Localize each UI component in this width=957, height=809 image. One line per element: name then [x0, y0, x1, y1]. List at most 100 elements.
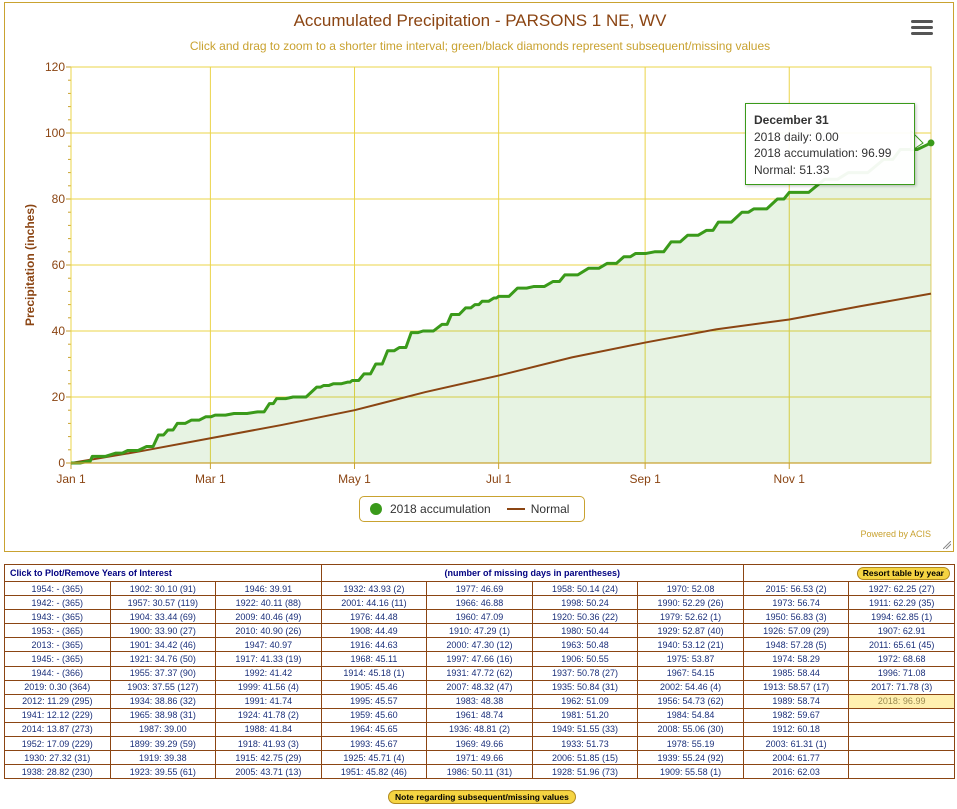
year-cell[interactable]: 1965: 38.98 (31)	[109, 707, 217, 723]
year-cell[interactable]: 2000: 47.30 (12)	[426, 637, 533, 653]
year-cell[interactable]: 1998: 50.24	[531, 595, 639, 611]
year-cell[interactable]: 1924: 41.78 (2)	[215, 707, 322, 723]
year-cell[interactable]: 1983: 48.38	[426, 693, 533, 709]
year-cell[interactable]: 1904: 33.44 (69)	[109, 609, 217, 625]
year-cell[interactable]: 2009: 40.46 (49)	[215, 609, 322, 625]
year-cell[interactable]: 1997: 47.66 (16)	[426, 651, 533, 667]
year-cell[interactable]: 2011: 65.61 (45)	[848, 637, 955, 653]
year-cell[interactable]: 1963: 50.48	[531, 637, 639, 653]
year-cell[interactable]: 1986: 50.11 (31)	[426, 764, 533, 780]
year-cell[interactable]: 2007: 48.32 (47)	[426, 679, 533, 695]
year-cell[interactable]: 1933: 51.73	[531, 736, 639, 752]
year-cell[interactable]: 1964: 45.65	[320, 721, 428, 738]
year-cell[interactable]: 2001: 44.16 (11)	[320, 595, 428, 611]
resize-grip-icon[interactable]	[943, 541, 951, 549]
year-cell[interactable]: 1975: 53.87	[637, 651, 744, 667]
year-cell[interactable]: 2016: 62.03	[742, 764, 850, 780]
year-cell[interactable]: 1988: 41.84	[215, 721, 322, 738]
year-cell[interactable]: 1899: 39.29 (59)	[109, 736, 217, 752]
year-cell[interactable]: 1911: 62.29 (35)	[848, 595, 955, 611]
year-cell[interactable]: 1907: 62.91	[848, 623, 955, 639]
year-cell[interactable]: 1930: 27.32 (31)	[4, 750, 111, 766]
year-cell[interactable]: 1905: 45.46	[320, 679, 428, 695]
year-cell[interactable]: 1967: 54.15	[637, 665, 744, 681]
year-cell[interactable]: 2019: 0.30 (364)	[4, 679, 111, 695]
year-cell[interactable]: 2013: - (365)	[4, 637, 111, 653]
year-cell[interactable]: 1916: 44.63	[320, 637, 428, 653]
year-cell[interactable]: 1914: 45.18 (1)	[320, 665, 428, 681]
year-cell[interactable]: 1921: 34.76 (50)	[109, 651, 217, 667]
year-cell[interactable]: 1960: 47.09	[426, 609, 533, 625]
year-cell[interactable]: 2014: 13.87 (273)	[4, 721, 111, 738]
year-cell[interactable]: 1953: - (365)	[4, 623, 111, 639]
year-cell[interactable]: 1959: 45.60	[320, 707, 428, 723]
legend-item-accumulation[interactable]: 2018 accumulation	[360, 502, 491, 516]
year-cell[interactable]: 1943: - (365)	[4, 609, 111, 625]
year-cell[interactable]: 1957: 30.57 (119)	[109, 595, 217, 611]
year-cell[interactable]: 1922: 40.11 (88)	[215, 595, 322, 611]
year-cell[interactable]: 1991: 41.74	[215, 693, 322, 709]
year-cell[interactable]: 2003: 61.31 (1)	[742, 736, 850, 752]
year-cell[interactable]: 1961: 48.74	[426, 707, 533, 723]
year-cell[interactable]: 1976: 44.48	[320, 609, 428, 625]
note-missing-values-button[interactable]: Note regarding subsequent/missing values	[388, 790, 576, 804]
year-cell[interactable]: 2005: 43.71 (13)	[215, 764, 322, 780]
chart-container[interactable]: Accumulated Precipitation - PARSONS 1 NE…	[4, 2, 954, 552]
year-cell[interactable]: 1936: 48.81 (2)	[426, 721, 533, 738]
year-cell[interactable]: 1935: 50.84 (31)	[531, 679, 639, 695]
year-cell[interactable]: 1954: - (365)	[4, 580, 111, 597]
year-cell[interactable]: 1952: 17.09 (229)	[4, 736, 111, 752]
year-cell[interactable]: 1958: 50.14 (24)	[531, 580, 639, 597]
year-cell[interactable]: 1926: 57.09 (29)	[742, 623, 850, 639]
year-cell[interactable]: 1925: 45.71 (4)	[320, 750, 428, 766]
year-cell[interactable]: 1985: 58.44	[742, 665, 850, 681]
year-cell[interactable]: 1940: 53.12 (21)	[637, 637, 744, 653]
year-cell[interactable]: 1928: 51.96 (73)	[531, 764, 639, 780]
year-cell[interactable]: 2002: 54.46 (4)	[637, 679, 744, 695]
year-cell[interactable]: 1982: 59.67	[742, 707, 850, 723]
year-cell[interactable]: 1990: 52.29 (26)	[637, 595, 744, 611]
year-cell[interactable]: 1968: 45.11	[320, 651, 428, 667]
year-cell[interactable]: 1903: 37.55 (127)	[109, 679, 217, 695]
year-cell[interactable]: 1920: 50.36 (22)	[531, 609, 639, 625]
year-cell[interactable]: 1923: 39.55 (61)	[109, 764, 217, 780]
year-cell[interactable]: 1995: 45.57	[320, 693, 428, 709]
year-cell[interactable]: 1970: 52.08	[637, 580, 744, 597]
year-cell[interactable]: 1948: 57.28 (5)	[742, 637, 850, 653]
year-cell[interactable]: 2018: 96.99	[848, 693, 955, 709]
year-cell[interactable]: 1949: 51.55 (33)	[531, 721, 639, 738]
precipitation-chart[interactable]: Accumulated Precipitation - PARSONS 1 NE…	[5, 3, 955, 553]
chart-menu-icon[interactable]	[909, 17, 935, 39]
year-cell[interactable]: 1900: 33.90 (27)	[109, 623, 217, 639]
year-cell[interactable]: 1927: 62.25 (27)	[848, 580, 955, 597]
year-cell[interactable]: 1945: - (365)	[4, 651, 111, 667]
normal-series-line[interactable]	[70, 292, 932, 464]
year-cell[interactable]: 1950: 56.83 (3)	[742, 609, 850, 625]
year-cell[interactable]: 1939: 55.24 (92)	[637, 750, 744, 766]
powered-by-credit[interactable]: Powered by ACIS	[860, 529, 931, 539]
year-cell[interactable]: 1989: 58.74	[742, 693, 850, 709]
year-cell[interactable]: 1987: 39.00	[109, 721, 217, 738]
year-cell[interactable]: 1969: 49.66	[426, 736, 533, 752]
year-cell[interactable]: 1944: - (366)	[4, 665, 111, 681]
year-cell[interactable]: 1947: 40.97	[215, 637, 322, 653]
accumulation-series-line[interactable]	[71, 141, 932, 465]
year-cell[interactable]: 1956: 54.73 (62)	[637, 693, 744, 709]
year-cell[interactable]: 1919: 39.38	[109, 750, 217, 766]
year-cell[interactable]: 1977: 46.69	[426, 580, 533, 597]
year-cell[interactable]: 1906: 50.55	[531, 651, 639, 667]
year-cell[interactable]: 1978: 55.19	[637, 736, 744, 752]
year-cell[interactable]: 1971: 49.66	[426, 750, 533, 766]
year-cell[interactable]: 1917: 41.33 (19)	[215, 651, 322, 667]
year-cell[interactable]: 1912: 60.18	[742, 721, 850, 738]
year-cell[interactable]: 2010: 40.90 (26)	[215, 623, 322, 639]
year-cell[interactable]: 2017: 71.78 (3)	[848, 679, 955, 695]
year-cell[interactable]: 1929: 52.87 (40)	[637, 623, 744, 639]
year-cell[interactable]: 1999: 41.56 (4)	[215, 679, 322, 695]
year-cell[interactable]: 1979: 52.62 (1)	[637, 609, 744, 625]
year-cell[interactable]: 1984: 54.84	[637, 707, 744, 723]
year-cell[interactable]: 1909: 55.58 (1)	[637, 764, 744, 780]
legend-item-normal[interactable]: Normal	[491, 502, 569, 516]
year-cell[interactable]: 1981: 51.20	[531, 707, 639, 723]
year-cell[interactable]: 1980: 50.44	[531, 623, 639, 639]
